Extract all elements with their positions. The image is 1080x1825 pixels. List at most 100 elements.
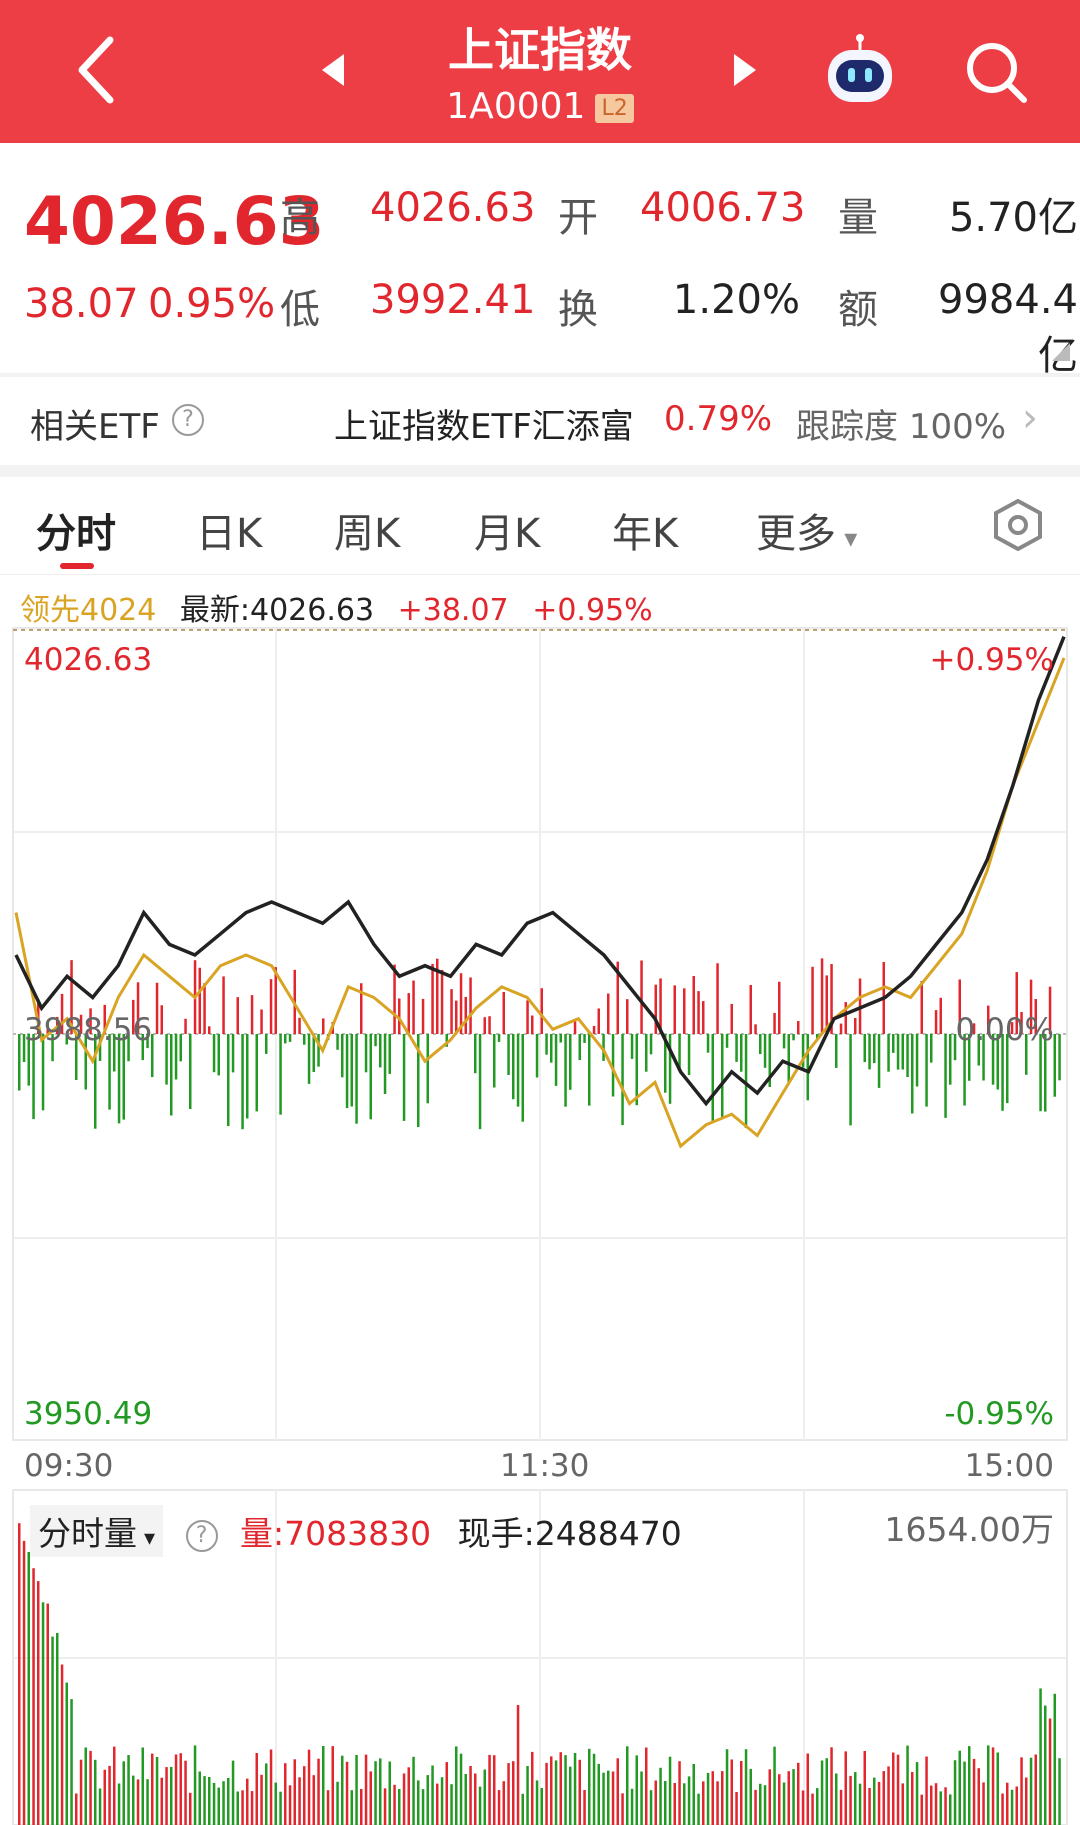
settings-hexagon-icon[interactable] (990, 497, 1046, 553)
intraday-bar (170, 1034, 173, 1116)
volume-bar (925, 1756, 928, 1825)
stock-code-row: 1A0001 L2 (390, 86, 690, 127)
intraday-bar (692, 975, 695, 1034)
intraday-bar (331, 1021, 334, 1034)
volume-bar (336, 1781, 339, 1825)
volume-bar (645, 1747, 648, 1825)
back-arrow-icon[interactable] (70, 30, 130, 110)
prev-stock-icon[interactable] (318, 50, 348, 90)
volume-bar (915, 1762, 919, 1825)
intraday-bar (535, 1034, 539, 1078)
volume-bar (611, 1771, 615, 1825)
volume-bar (654, 1780, 657, 1825)
volume-bar (782, 1782, 786, 1825)
tab-yearly-k[interactable]: 年K (612, 511, 679, 557)
search-icon[interactable] (962, 38, 1030, 106)
intraday-bar (877, 1034, 881, 1088)
volume-bar (616, 1758, 619, 1825)
volume-bar (1020, 1757, 1023, 1825)
intraday-bar (531, 1015, 534, 1035)
volume-bar (554, 1760, 558, 1825)
volume-bar (735, 1792, 738, 1825)
intraday-bar (526, 1000, 529, 1035)
volume-bar (312, 1775, 315, 1825)
volume-bar (702, 1781, 705, 1825)
intraday-bar (469, 977, 472, 1034)
volume-bar (355, 1755, 358, 1825)
volume-bar (730, 1759, 733, 1825)
tab-more[interactable]: 更多 ▾ (756, 501, 857, 559)
volume-bar (687, 1776, 691, 1825)
intraday-bar (635, 1034, 638, 1106)
volume-bar (388, 1761, 391, 1825)
volume-type-dropdown[interactable]: 分时量 ▾ (30, 1505, 164, 1557)
intraday-bar (564, 1034, 567, 1107)
intraday-bar (350, 1034, 353, 1107)
volume-bar (944, 1787, 947, 1825)
intraday-bar (474, 1034, 477, 1074)
intraday-bar (602, 1034, 605, 1061)
volume-bar (350, 1790, 353, 1825)
chart-mid-left-price: 3988.56 (24, 1012, 153, 1048)
tab-daily-k[interactable]: 日K (196, 511, 263, 557)
intraday-bar (711, 1034, 714, 1123)
intraday-bar (94, 1034, 97, 1129)
intraday-bars (18, 958, 1061, 1130)
related-etf-row[interactable]: 相关ETF ? 上证指数ETF汇添富 0.79% 跟踪度 100% › (0, 377, 1080, 467)
volume-bar (56, 1633, 59, 1825)
volume-bar (787, 1771, 790, 1825)
volume-bar (303, 1766, 306, 1825)
open-label: 开 (558, 195, 598, 241)
intraday-bar (288, 1034, 292, 1042)
tab-intraday[interactable]: 分时 (36, 511, 116, 557)
volume-bar (773, 1746, 776, 1825)
volume-bar (246, 1778, 249, 1825)
volume-bar (626, 1746, 629, 1825)
volume-bar (279, 1791, 282, 1825)
intraday-bar (915, 1034, 919, 1087)
intraday-bar (797, 1021, 800, 1035)
chart-legend: 领先4024 最新:4026.63 +38.07 +0.95% (20, 585, 667, 629)
volume-bar (1025, 1777, 1028, 1825)
intraday-bar (925, 1034, 928, 1107)
tab-weekly-k[interactable]: 周K (334, 511, 401, 557)
intraday-bar (640, 960, 643, 1034)
intraday-bar (659, 978, 662, 1034)
chart-mid-right-pct: 0.00% (955, 1012, 1054, 1048)
volume-bar (982, 1782, 985, 1825)
volume-bar (269, 1749, 273, 1825)
volume-bar (839, 1789, 843, 1825)
volume-bar (189, 1792, 192, 1825)
volume-bar (493, 1755, 496, 1825)
volume-bar (103, 1769, 106, 1825)
intraday-bar (1058, 1034, 1061, 1081)
volume-bar (27, 1552, 30, 1825)
volume-bar (488, 1754, 491, 1825)
intraday-bar (934, 1010, 938, 1035)
open-value: 4006.73 (640, 185, 806, 231)
volume-bar (854, 1772, 857, 1825)
intraday-bar (265, 1034, 268, 1054)
intraday-bar (260, 1009, 263, 1034)
volume-bar (540, 1788, 543, 1825)
expand-corner-icon[interactable] (1052, 343, 1070, 361)
intraday-bar (179, 1034, 182, 1062)
intraday-bar (901, 1034, 904, 1070)
intraday-bar (284, 1034, 287, 1044)
volume-type-label: 分时量 (38, 1514, 137, 1553)
chevron-right-icon[interactable]: › (1022, 395, 1038, 441)
intraday-bar (274, 967, 277, 1035)
intraday-bar (554, 1034, 558, 1086)
volume-bar (1001, 1793, 1004, 1825)
robot-assistant-icon[interactable] (820, 30, 900, 110)
help-icon[interactable]: ? (185, 1519, 218, 1552)
stock-code: 1A0001 (446, 86, 586, 127)
tab-monthly-k[interactable]: 月K (474, 511, 541, 557)
help-icon[interactable]: ? (172, 404, 204, 436)
intraday-bar (678, 1034, 681, 1071)
volume-bar (531, 1751, 534, 1825)
intraday-bar (250, 995, 254, 1034)
next-stock-icon[interactable] (730, 50, 760, 90)
intraday-bar (483, 1017, 486, 1035)
volume-bar (79, 1759, 83, 1825)
